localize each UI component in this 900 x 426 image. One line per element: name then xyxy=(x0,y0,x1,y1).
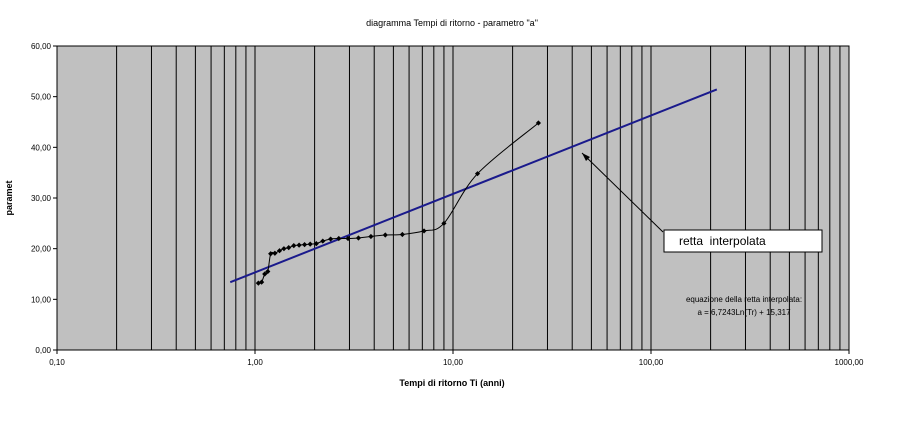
equation-text: a = 6,7243Ln(Tr) + 15,317 xyxy=(697,308,791,317)
annotation-arrow-line xyxy=(581,152,664,233)
fit-line-group xyxy=(229,88,718,284)
data-point xyxy=(291,243,297,249)
y-tick-label: 50,00 xyxy=(31,93,52,102)
data-point xyxy=(262,271,268,277)
grid-lines xyxy=(116,46,841,350)
fit-label-box xyxy=(663,229,823,253)
y-tick-label: 0,00 xyxy=(35,346,51,355)
x-tick-label: 0,10 xyxy=(49,358,65,367)
y-tick-label: 30,00 xyxy=(31,194,52,203)
x-axis-title: Tempi di ritorno Ti (anni) xyxy=(399,378,504,388)
data-point xyxy=(272,250,278,256)
data-point xyxy=(268,251,274,257)
data-point xyxy=(474,171,481,177)
data-point xyxy=(276,248,283,254)
data-point xyxy=(320,238,326,244)
observed-series-group xyxy=(255,120,542,286)
data-point xyxy=(382,232,388,238)
data-point xyxy=(441,220,447,226)
data-point xyxy=(301,242,308,248)
data-point xyxy=(368,233,374,240)
data-point xyxy=(328,236,334,242)
fit-label-text: retta interpolata xyxy=(679,234,766,248)
y-axis-title: paramet xyxy=(4,180,14,215)
data-point xyxy=(286,245,292,251)
data-point xyxy=(535,120,542,126)
x-tick-label: 10,00 xyxy=(443,358,464,367)
y-tick-label: 60,00 xyxy=(31,42,52,51)
data-point xyxy=(259,279,265,285)
data-point xyxy=(265,268,271,275)
y-tick-label: 40,00 xyxy=(31,143,52,152)
data-point xyxy=(296,242,302,248)
data-point xyxy=(345,235,351,242)
data-point xyxy=(355,235,362,241)
annotation-arrowhead xyxy=(582,153,590,161)
chart-title: diagramma Tempi di ritorno - parametro "… xyxy=(366,18,538,28)
y-tick-label: 10,00 xyxy=(31,295,52,304)
data-point xyxy=(421,228,427,234)
data-point xyxy=(399,231,405,238)
data-point xyxy=(281,246,287,252)
equation-caption: equazione della retta interpolata: xyxy=(686,295,802,304)
y-tick-label: 20,00 xyxy=(31,245,52,254)
data-point xyxy=(313,241,319,247)
axis-group: 0,00 10,00 20,00 30,00 40,00 50,00 60,00 0,10 1,… xyxy=(31,42,864,367)
fit-line xyxy=(229,88,718,284)
x-tick-label: 1,00 xyxy=(247,358,263,367)
x-tick-label: 100,00 xyxy=(639,358,664,367)
x-tick-label: 1000,00 xyxy=(835,358,864,367)
data-point xyxy=(336,235,342,242)
data-point xyxy=(307,241,313,247)
